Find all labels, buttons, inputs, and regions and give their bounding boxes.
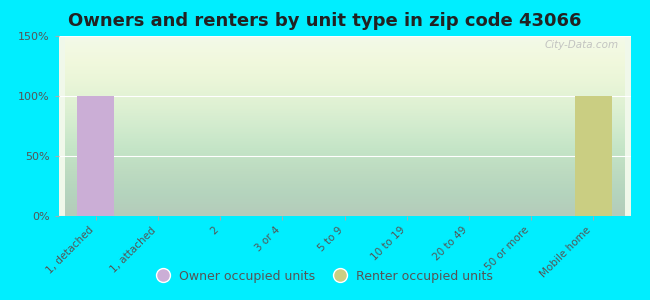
Bar xyxy=(77,96,114,216)
Legend: Owner occupied units, Renter occupied units: Owner occupied units, Renter occupied un… xyxy=(151,265,499,288)
Text: Owners and renters by unit type in zip code 43066: Owners and renters by unit type in zip c… xyxy=(68,12,582,30)
Bar xyxy=(575,96,612,216)
Text: City-Data.com: City-Data.com xyxy=(545,40,619,50)
